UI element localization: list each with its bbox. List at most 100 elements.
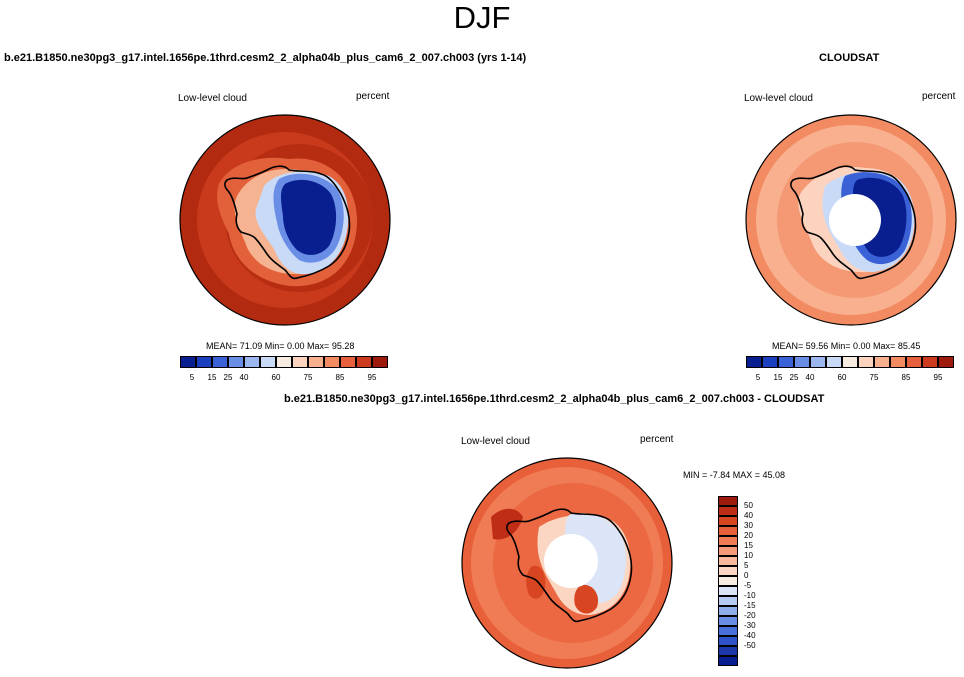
obs-colorbar-tick: 15 bbox=[773, 373, 783, 382]
diff-units-label: percent bbox=[640, 434, 674, 445]
obs-colorbar-swatch bbox=[762, 356, 778, 368]
diff-variable-label: Low-level cloud bbox=[461, 436, 530, 447]
model-colorbar-swatch bbox=[180, 356, 196, 368]
model-band-ice-core bbox=[281, 179, 337, 255]
diff-stats: MIN = -7.84 MAX = 45.08 bbox=[683, 470, 786, 480]
diff-colorbar-swatch bbox=[718, 496, 738, 506]
obs-colorbar-tick: 60 bbox=[837, 373, 847, 382]
model-antarctica-coastline bbox=[224, 165, 351, 280]
model-colorbar-swatch bbox=[212, 356, 228, 368]
model-colorbar-swatch bbox=[196, 356, 212, 368]
obs-missing-data-hole bbox=[829, 194, 881, 246]
diff-colorbar-swatch bbox=[718, 546, 738, 556]
model-units-label: percent bbox=[356, 91, 390, 102]
diff-colorbar-tick: -30 bbox=[744, 621, 756, 630]
obs-panel-title: CLOUDSAT bbox=[819, 52, 880, 64]
model-colorbar-tick: 75 bbox=[303, 373, 313, 382]
obs-colorbar-swatch bbox=[906, 356, 922, 368]
diff-band-ross-max bbox=[574, 584, 599, 614]
diff-colorbar bbox=[718, 496, 738, 666]
obs-map-border bbox=[745, 114, 957, 326]
obs-colorbar-swatch bbox=[842, 356, 858, 368]
model-colorbar-tick: 25 bbox=[223, 373, 233, 382]
model-colorbar-swatch bbox=[340, 356, 356, 368]
model-stats: MEAN= 71.09 Min= 0.00 Max= 95.28 bbox=[206, 341, 355, 351]
diff-polar-map bbox=[461, 457, 673, 669]
obs-colorbar-swatch bbox=[746, 356, 762, 368]
diff-colorbar-swatch bbox=[718, 576, 738, 586]
obs-stats: MEAN= 59.56 Min= 0.00 Max= 85.45 bbox=[772, 341, 921, 351]
obs-colorbar bbox=[746, 356, 954, 368]
model-polar-map bbox=[179, 114, 391, 326]
obs-colorbar-swatch bbox=[922, 356, 938, 368]
obs-colorbar-swatch bbox=[938, 356, 954, 368]
obs-colorbar-swatch bbox=[890, 356, 906, 368]
obs-colorbar-swatch bbox=[794, 356, 810, 368]
diff-panel-title: b.e21.B1850.ne30pg3_g17.intel.1656pe.1th… bbox=[284, 393, 825, 405]
model-colorbar-tick: 85 bbox=[335, 373, 345, 382]
diff-antarctica-coastline bbox=[506, 508, 633, 623]
diff-colorbar-tick: 20 bbox=[744, 531, 753, 540]
diff-colorbar-tick: -15 bbox=[744, 601, 756, 610]
obs-colorbar-tick: 95 bbox=[933, 373, 943, 382]
diff-colorbar-swatch bbox=[718, 646, 738, 656]
model-colorbar-swatch bbox=[308, 356, 324, 368]
diff-colorbar-swatch bbox=[718, 556, 738, 566]
model-colorbar-labels: 5 15 25 40 60 75 85 95 bbox=[180, 373, 388, 385]
diff-colorbar-labels: 50 40 30 20 15 10 5 0 -5 -10 -15 -20 -30 -40 -50 bbox=[742, 496, 772, 666]
obs-colorbar-tick: 25 bbox=[789, 373, 799, 382]
diff-colorbar-tick: 0 bbox=[744, 571, 749, 580]
obs-colorbar-tick: 85 bbox=[901, 373, 911, 382]
diff-colorbar-swatch bbox=[718, 506, 738, 516]
diff-colorbar-swatch bbox=[718, 526, 738, 536]
diff-colorbar-swatch bbox=[718, 566, 738, 576]
model-colorbar bbox=[180, 356, 388, 368]
diff-colorbar-swatch bbox=[718, 616, 738, 626]
model-colorbar-swatch bbox=[324, 356, 340, 368]
diff-colorbar-tick: 15 bbox=[744, 541, 753, 550]
diff-colorbar-swatch bbox=[718, 606, 738, 616]
model-map-border bbox=[179, 114, 391, 326]
diff-map-border bbox=[461, 457, 673, 669]
diff-colorbar-tick: -10 bbox=[744, 591, 756, 600]
diff-colorbar-tick: -20 bbox=[744, 611, 756, 620]
diff-band-west-max bbox=[491, 508, 523, 540]
diff-band-peninsula-max bbox=[526, 565, 546, 599]
diff-colorbar-swatch bbox=[718, 626, 738, 636]
obs-variable-label: Low-level cloud bbox=[744, 93, 813, 104]
obs-antarctica-coastline bbox=[790, 165, 917, 280]
obs-polar-map bbox=[745, 114, 957, 326]
obs-colorbar-swatch bbox=[826, 356, 842, 368]
model-colorbar-swatch bbox=[260, 356, 276, 368]
diff-colorbar-swatch bbox=[718, 596, 738, 606]
diff-colorbar-tick: 40 bbox=[744, 511, 753, 520]
obs-colorbar-tick: 75 bbox=[869, 373, 879, 382]
diff-colorbar-tick: 10 bbox=[744, 551, 753, 560]
diff-colorbar-swatch bbox=[718, 516, 738, 526]
main-title: DJF bbox=[453, 0, 511, 35]
obs-colorbar-tick: 40 bbox=[805, 373, 815, 382]
model-colorbar-swatch bbox=[228, 356, 244, 368]
diff-missing-data-hole bbox=[544, 534, 598, 588]
model-colorbar-swatch bbox=[356, 356, 372, 368]
diff-colorbar-swatch bbox=[718, 586, 738, 596]
obs-units-label: percent bbox=[922, 91, 956, 102]
model-panel-title: b.e21.B1850.ne30pg3_g17.intel.1656pe.1th… bbox=[4, 52, 527, 64]
model-colorbar-swatch bbox=[372, 356, 388, 368]
obs-colorbar-labels: 5 15 25 40 60 75 85 95 bbox=[746, 373, 954, 385]
model-colorbar-swatch bbox=[276, 356, 292, 368]
model-colorbar-swatch bbox=[292, 356, 308, 368]
diff-colorbar-tick: 50 bbox=[744, 501, 753, 510]
model-colorbar-tick: 5 bbox=[189, 373, 195, 382]
diff-colorbar-tick: -50 bbox=[744, 641, 756, 650]
obs-colorbar-tick: 5 bbox=[755, 373, 761, 382]
obs-colorbar-swatch bbox=[858, 356, 874, 368]
model-colorbar-tick: 95 bbox=[367, 373, 377, 382]
model-colorbar-tick: 15 bbox=[207, 373, 217, 382]
obs-colorbar-swatch bbox=[778, 356, 794, 368]
diff-colorbar-tick: -5 bbox=[744, 581, 752, 590]
model-colorbar-swatch bbox=[244, 356, 260, 368]
diff-colorbar-tick: 30 bbox=[744, 521, 753, 530]
obs-colorbar-swatch bbox=[810, 356, 826, 368]
diff-colorbar-tick: -40 bbox=[744, 631, 756, 640]
